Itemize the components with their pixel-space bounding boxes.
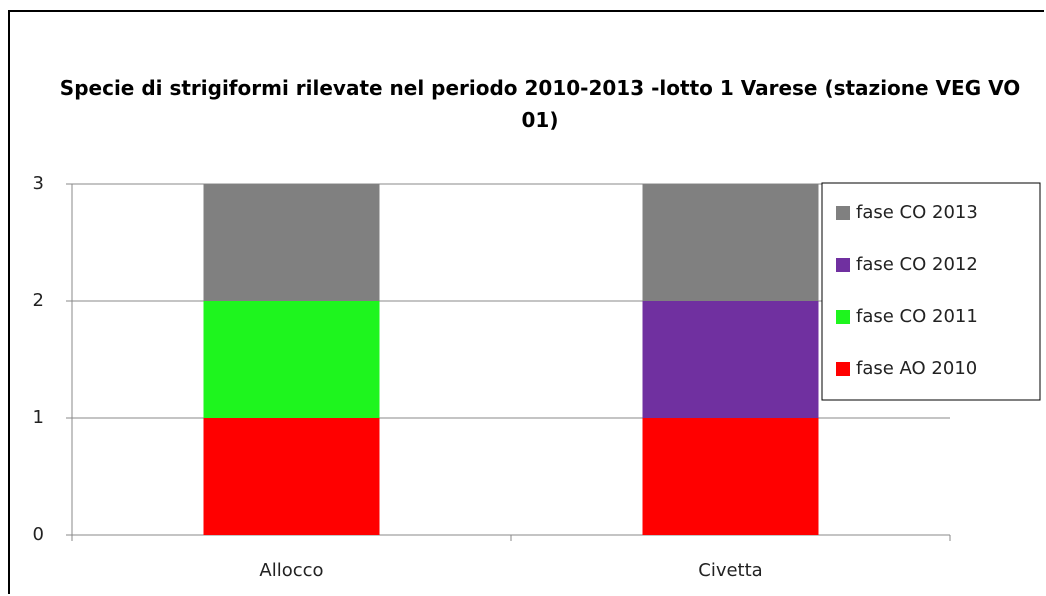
legend-label: fase AO 2010 [856, 358, 977, 379]
chart-title: Specie di strigiformi rilevate nel perio… [59, 76, 1021, 132]
legend-swatch [836, 206, 850, 220]
y-tick-label: 0 [33, 524, 44, 545]
bar-segment [203, 418, 380, 535]
chart-frame [8, 10, 1044, 594]
bar-segment [203, 301, 380, 418]
legend-swatch [836, 258, 850, 272]
bar-segment [642, 184, 819, 301]
x-tick-label: Civetta [698, 560, 762, 581]
legend-box [821, 182, 1041, 401]
bar-segment [642, 301, 819, 418]
x-tick-label: Allocco [259, 560, 323, 581]
legend-label: fase CO 2013 [856, 202, 978, 223]
legend-swatch [836, 362, 850, 376]
legend-swatch [836, 310, 850, 324]
y-tick-label: 2 [33, 290, 44, 311]
bar-segment [203, 184, 380, 301]
y-tick-label: 3 [33, 173, 44, 194]
y-tick-label: 1 [33, 407, 44, 428]
legend-label: fase CO 2011 [856, 306, 978, 327]
bar-segment [642, 418, 819, 535]
legend-label: fase CO 2012 [856, 254, 978, 275]
